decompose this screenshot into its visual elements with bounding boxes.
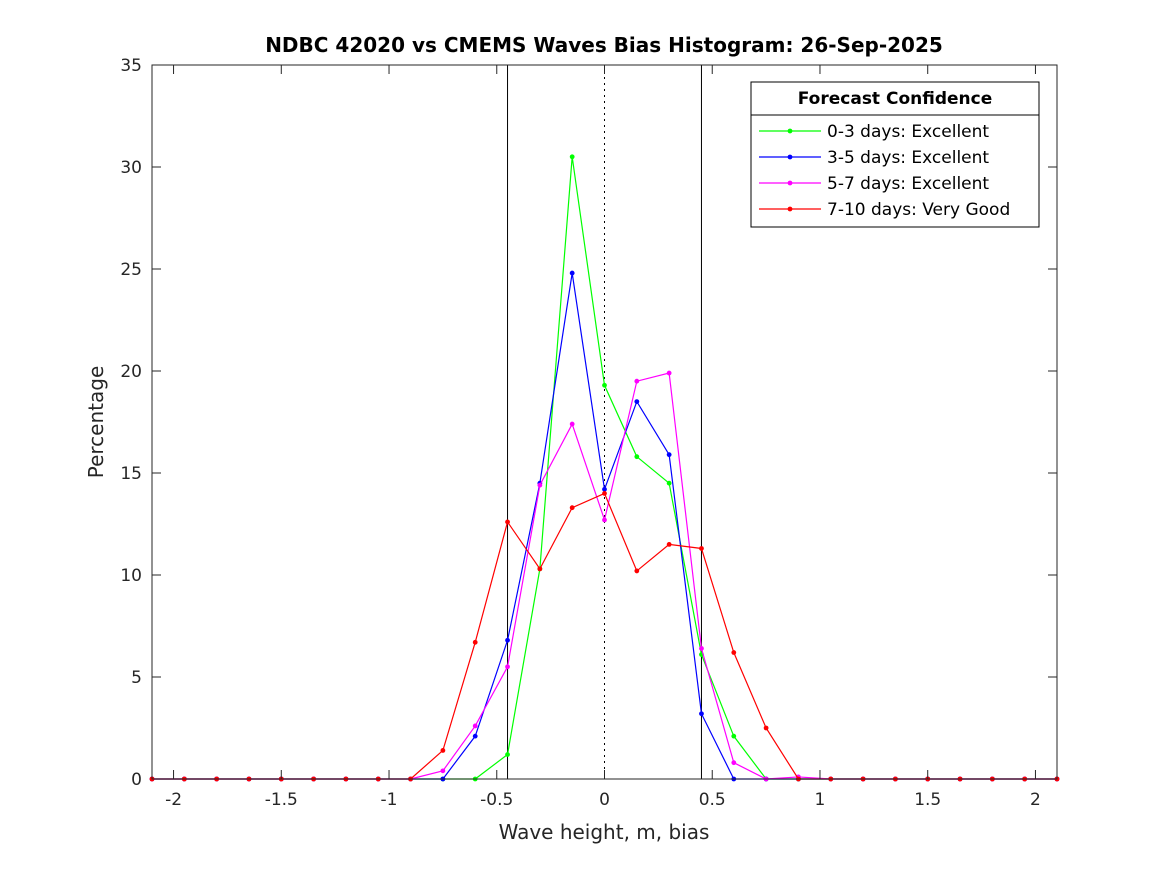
series-2-point-13: [569, 421, 575, 427]
series-3-point-14: [602, 491, 607, 496]
legend-label-0: 0-3 days: Excellent: [827, 122, 989, 142]
series-2-point-11: [505, 664, 510, 670]
y-tick-label-7: 35: [120, 56, 142, 76]
legend-box: [750, 81, 1040, 228]
series-3-point-19: [763, 725, 769, 731]
legend-title: Forecast Confidence: [798, 89, 993, 109]
series-1-point-11: [505, 637, 510, 643]
legend-marker-2: [787, 180, 793, 186]
series-3-point-18: [731, 650, 737, 655]
series-2-point-12: [537, 482, 543, 488]
legend-marker-3: [787, 206, 793, 212]
series-0-point-15: [634, 454, 640, 460]
series-0-point-14: [602, 382, 607, 388]
legend-label-1: 3-5 days: Excellent: [827, 148, 989, 168]
x-tick-label-7: 1.5: [914, 790, 941, 810]
series-0-point-13: [569, 154, 575, 160]
y-tick-label-2: 10: [120, 566, 142, 586]
y-axis-label: Percentage: [84, 366, 108, 479]
series-1-point-17: [699, 711, 704, 717]
series-1-point-15: [634, 399, 640, 404]
series-1-point-10: [472, 733, 478, 739]
series-2-point-9: [440, 768, 446, 774]
y-tick-label-4: 20: [120, 362, 142, 382]
x-tick-label-1: -1.5: [265, 790, 298, 810]
series-0-point-16: [666, 480, 672, 486]
axes: [151, 64, 1058, 780]
y-tick-label-0: 0: [131, 770, 142, 790]
series-3-point-12: [537, 566, 543, 572]
y-tick-labels: 0 5 10 15 20 25 30 35: [120, 56, 142, 790]
x-tick-label-5: 0.5: [699, 790, 726, 810]
legend-label-2: 5-7 days: Excellent: [827, 174, 989, 194]
series-2-point-15: [634, 378, 640, 384]
x-tick-label-8: 2: [1030, 790, 1041, 810]
legend: Forecast Confidence 0-3 days: Excellent 3…: [750, 81, 1040, 228]
series-1-point-14: [602, 486, 607, 492]
x-tick-label-2: -1: [381, 790, 398, 810]
series-1-point-13: [569, 270, 575, 276]
series-3-point-13: [569, 505, 575, 511]
series-3-point-15: [634, 568, 640, 574]
y-tick-label-5: 25: [120, 260, 142, 280]
x-tick-label-4: 0: [599, 790, 610, 810]
x-tick-labels: -2 -1.5 -1 -0.5 0 0.5 1 1.5 2: [165, 790, 1041, 810]
series-0-point-18: [731, 733, 737, 739]
series-2-point-18: [731, 760, 737, 766]
series-0-point-11: [505, 752, 510, 757]
series-1-point-16: [666, 452, 672, 458]
legend-label-3: 7-10 days: Very Good: [827, 200, 1010, 220]
x-tick-label-0: -2: [165, 790, 182, 810]
x-axis-label: Wave height, m, bias: [499, 820, 710, 844]
series-3-point-11: [505, 519, 510, 525]
series-2-point-10: [472, 723, 478, 729]
series-3-point-9: [440, 748, 446, 753]
legend-marker-1: [787, 154, 793, 160]
series-2-point-16: [666, 370, 672, 376]
reference-lines: [507, 65, 702, 779]
legend-entries: 0-3 days: Excellent 3-5 days: Excellent 5-…: [759, 122, 1010, 220]
series-2-point-17: [699, 646, 704, 651]
x-tick-label-6: 1: [815, 790, 826, 810]
y-tick-label-1: 5: [131, 668, 142, 688]
chart-title: NDBC 42020 vs CMEMS Waves Bias Histogram…: [265, 33, 943, 57]
series-2-point-14: [602, 517, 607, 523]
series-3-point-17: [699, 546, 704, 551]
y-tick-label-6: 30: [120, 158, 142, 178]
y-tick-label-3: 15: [120, 464, 142, 484]
series-3-point-10: [472, 639, 478, 645]
x-tick-label-3: -0.5: [480, 790, 513, 810]
series-3-point-16: [666, 542, 672, 547]
legend-marker-0: [787, 128, 793, 134]
